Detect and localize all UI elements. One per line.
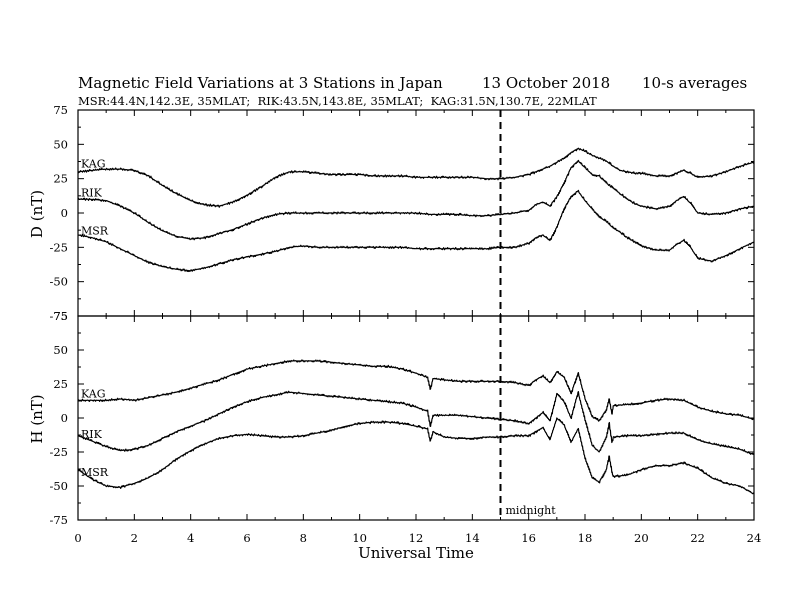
h-series-label-rik: RIK — [81, 428, 103, 441]
d-series-label-rik: RIK — [81, 186, 103, 199]
h-y-tick-label: -75 — [49, 513, 68, 527]
d-series-label-kag: KAG — [81, 157, 106, 170]
h-series-msr-line — [77, 417, 755, 495]
d-series-msr-line — [77, 189, 755, 273]
d-y-tick-label: 0 — [61, 206, 68, 220]
figure-title: Magnetic Field Variations at 3 Stations … — [78, 74, 443, 92]
x-tick-label: 12 — [409, 531, 424, 545]
h-component-panel: 0 2 4 6 8 10 12 14 16 18 20 22 24-75-50-250255075mid… — [49, 309, 761, 545]
x-tick-label: 6 — [243, 531, 250, 545]
h-series-label-kag: KAG — [81, 387, 106, 400]
h-panel-frame — [77, 315, 755, 521]
h-y-tick-label: -25 — [49, 445, 68, 459]
d-series-kag-line — [77, 147, 755, 208]
h-series-label-msr: MSR — [81, 466, 109, 479]
figure-averaging: 10-s averages — [642, 74, 747, 92]
h-y-tick-label: -50 — [49, 479, 68, 493]
h-series-rik-line — [77, 390, 755, 455]
x-tick-label: 4 — [187, 531, 194, 545]
d-component-panel: -75 -50 -25 0 25 50 75 KAG RIK MSR — [49, 103, 755, 323]
x-tick-label: 24 — [747, 531, 762, 545]
station-coordinates: MSR:44.4N,142.3E, 35MLAT; RIK:43.5N,143.… — [78, 94, 597, 108]
midnight-label: midnight — [506, 504, 557, 517]
d-y-tick-label: -25 — [49, 240, 68, 254]
x-tick-label: 10 — [352, 531, 367, 545]
figure-date: 13 October 2018 — [482, 74, 610, 92]
h-y-tick-label: 50 — [53, 343, 68, 357]
h-y-tick-label: 75 — [53, 309, 68, 323]
d-y-tick-label: 25 — [53, 172, 68, 186]
d-y-tick-label: 75 — [53, 103, 68, 117]
x-tick-label: 0 — [74, 531, 81, 545]
d-series-label-msr: MSR — [81, 225, 109, 238]
h-y-tick-label: 0 — [61, 411, 68, 425]
d-series-rik-line — [77, 159, 755, 241]
x-tick-label: 16 — [521, 531, 536, 545]
h-series-kag-line — [77, 359, 755, 422]
x-axis-label: Universal Time — [358, 544, 474, 562]
d-y-tick-label: -75 — [49, 309, 68, 323]
x-tick-label: 2 — [131, 531, 138, 545]
x-tick-label: 22 — [690, 531, 705, 545]
h-y-tick-label: 25 — [53, 377, 68, 391]
x-tick-label: 8 — [300, 531, 307, 545]
d-y-tick-label: 50 — [53, 137, 68, 151]
x-tick-label: 14 — [465, 531, 480, 545]
h-panel-y-axis-label: H (nT) — [28, 394, 46, 443]
d-panel-y-axis-label: D (nT) — [28, 190, 46, 238]
d-y-tick-label: -50 — [49, 275, 68, 289]
x-tick-label: 20 — [634, 531, 649, 545]
x-tick-label: 18 — [578, 531, 593, 545]
